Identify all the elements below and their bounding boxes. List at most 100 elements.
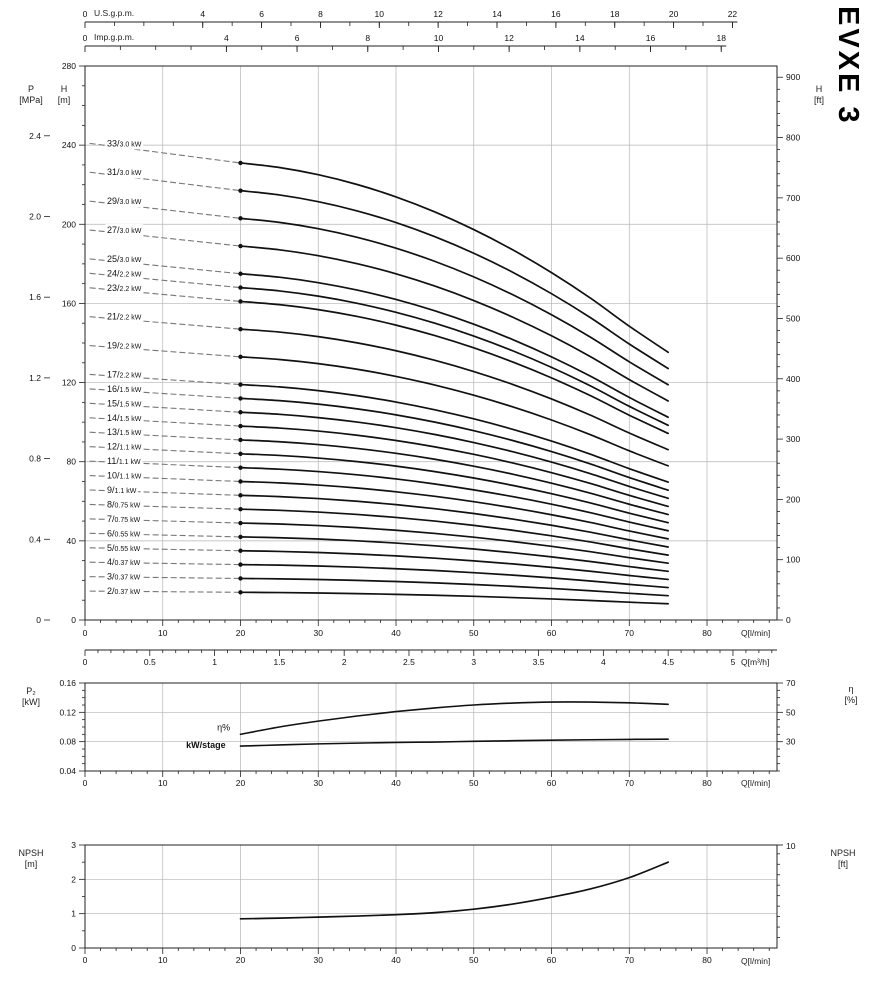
- curve-start-marker-16: [238, 396, 243, 401]
- svg-text:50: 50: [786, 707, 796, 717]
- svg-text:10: 10: [158, 955, 168, 965]
- pump-curve-27: [239, 245, 669, 402]
- pump-curve-19: [239, 356, 669, 467]
- pump-curve-29: [239, 217, 669, 386]
- svg-text:200: 200: [786, 494, 800, 504]
- svg-text:20: 20: [236, 628, 246, 638]
- axis-unit-ft: [ft]: [813, 95, 824, 105]
- main-chart-axes: 0 10 20 30 40 50 60 70 8004080120160200240280010…: [29, 9, 800, 667]
- svg-text:20: 20: [236, 955, 246, 965]
- pump-curve-24: [239, 286, 669, 427]
- svg-text:50: 50: [469, 955, 479, 965]
- axis-title-head-ft: H [ft]: [804, 84, 834, 106]
- svg-text:0: 0: [83, 657, 88, 667]
- svg-text:20: 20: [236, 778, 246, 788]
- curve-label-6: 6/0.55 kW: [107, 528, 141, 538]
- pump-curve-11: [239, 466, 669, 532]
- svg-text:4: 4: [224, 33, 229, 43]
- svg-text:8: 8: [318, 9, 323, 19]
- svg-text:16: 16: [646, 33, 656, 43]
- series-kw-per-stage: [239, 738, 669, 747]
- curve-start-marker-33: [238, 160, 243, 166]
- svg-text:800: 800: [786, 133, 800, 143]
- pump-curve-6: [239, 536, 669, 573]
- pump-curve-10: [239, 480, 669, 540]
- curve-label-2: 2/0.37 kW: [107, 586, 141, 596]
- svg-text:40: 40: [391, 955, 401, 965]
- svg-text:16: 16: [551, 9, 561, 19]
- curve-label-24: 24/2.2 kW: [107, 268, 142, 278]
- curve-start-marker-19: [238, 354, 243, 360]
- curve-start-marker-2: [238, 590, 243, 595]
- curve-label-23: 23/2.2 kW: [107, 283, 142, 293]
- axis-unit-npsh-ft: [ft]: [837, 859, 848, 869]
- svg-text:0: 0: [83, 955, 88, 965]
- pump-curve-14: [239, 425, 669, 508]
- curve-label-5: 5/0.55 kW: [107, 543, 141, 553]
- svg-text:300: 300: [786, 434, 800, 444]
- svg-text:0: 0: [83, 628, 88, 638]
- annotation-η%: η%: [217, 723, 230, 733]
- curve-label-14: 14/1.5 kW: [107, 413, 142, 423]
- curve-label-25: 25/3.0 kW: [107, 254, 142, 264]
- series-efficiency: [239, 701, 669, 736]
- pump-curve-9: [239, 494, 669, 548]
- main-chart-dash-lines: [89, 142, 241, 593]
- svg-text:12: 12: [433, 9, 443, 19]
- curve-start-marker-8: [238, 507, 243, 512]
- curve-start-marker-17: [238, 382, 243, 387]
- axis-title-npsh-left: NPSH: [18, 848, 44, 858]
- svg-text:3.5: 3.5: [533, 657, 545, 667]
- svg-text:160: 160: [62, 298, 76, 308]
- main-chart-curves: [238, 160, 669, 605]
- svg-text:6: 6: [259, 9, 264, 19]
- svg-text:0: 0: [71, 943, 76, 953]
- svg-text:80: 80: [67, 457, 77, 467]
- svg-text:900: 900: [786, 72, 800, 82]
- svg-text:1: 1: [212, 657, 217, 667]
- axis-unit-mpa: [MPa]: [19, 95, 43, 105]
- svg-text:2: 2: [71, 874, 76, 884]
- curve-label-15: 15/1.5 kW: [107, 398, 142, 408]
- svg-text:0: 0: [786, 615, 791, 625]
- curve-label-4: 4/0.37 kW: [107, 557, 141, 567]
- svg-text:120: 120: [62, 378, 76, 388]
- curve-start-marker-21: [238, 326, 243, 332]
- svg-text:5: 5: [731, 657, 736, 667]
- pump-curve-7: [239, 522, 669, 565]
- svg-text:100: 100: [786, 555, 800, 565]
- axis-title-pressure-mpa: P [MPa]: [14, 84, 48, 106]
- svg-text:0.16: 0.16: [59, 678, 76, 688]
- axis-unit-kw: [kW]: [22, 697, 40, 707]
- svg-text:80: 80: [702, 955, 712, 965]
- curve-label-8: 8/0.75 kW: [107, 499, 141, 509]
- curve-start-marker-13: [238, 437, 243, 443]
- svg-text:0: 0: [71, 615, 76, 625]
- svg-text:200: 200: [62, 219, 76, 229]
- svg-text:70: 70: [786, 678, 796, 688]
- svg-text:60: 60: [547, 955, 557, 965]
- curve-start-marker-15: [238, 410, 243, 415]
- curve-label-10: 10/1.1 kW: [107, 471, 142, 481]
- pump-curve-21: [239, 328, 669, 451]
- curve-label-3: 3/0.37 kW: [107, 572, 141, 582]
- curve-label-21: 21/2.2 kW: [107, 312, 142, 322]
- pump-curve-31: [239, 189, 669, 370]
- svg-text:12: 12: [504, 33, 514, 43]
- pump-curve-13: [239, 439, 669, 516]
- pump-curve-33: [239, 162, 669, 354]
- axis-title-h-right: H: [815, 84, 823, 94]
- curve-label-16: 16/1.5 kW: [107, 384, 142, 394]
- svg-text:10: 10: [786, 841, 796, 851]
- axis-title-h: H: [60, 84, 68, 94]
- axis-title-npsh-ft: NPSH [ft]: [820, 848, 866, 870]
- svg-text:4: 4: [601, 657, 606, 667]
- svg-text:14: 14: [492, 9, 502, 19]
- svg-text:20: 20: [669, 9, 679, 19]
- curve-start-marker-23: [238, 299, 243, 304]
- curve-start-marker-25: [238, 271, 243, 276]
- curve-start-marker-9: [238, 493, 243, 498]
- svg-text:1: 1: [71, 909, 76, 919]
